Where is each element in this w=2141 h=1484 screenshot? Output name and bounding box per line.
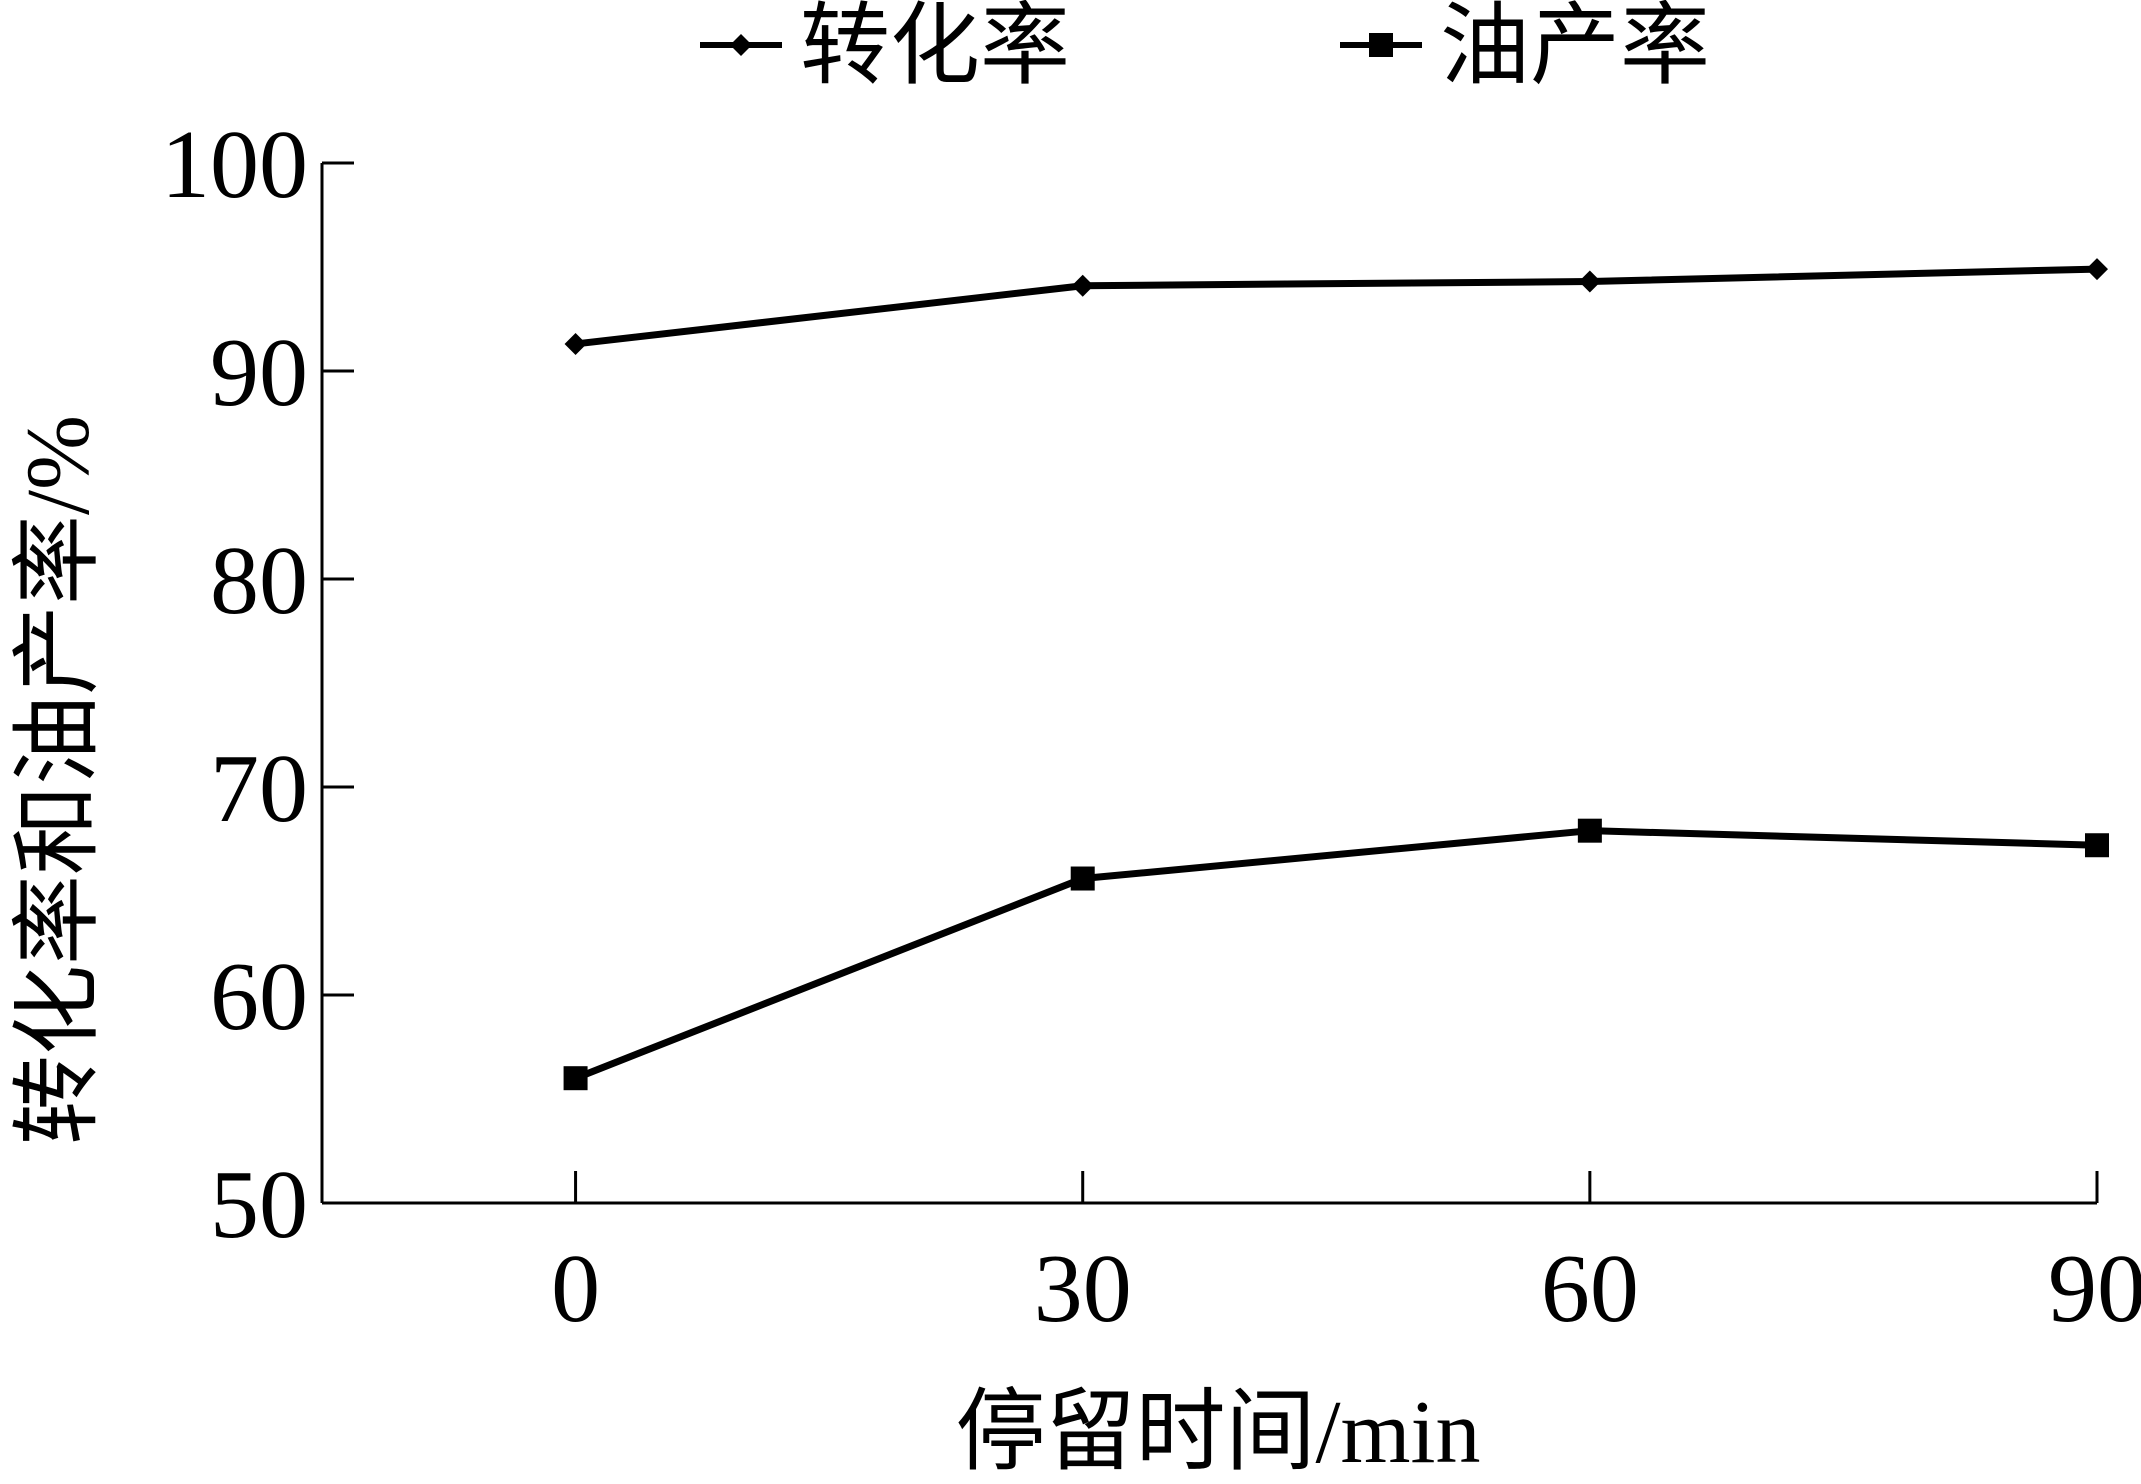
series-line [575,265,2098,348]
data-point [1070,866,1095,891]
legend-label: 油产率 [1440,0,1710,96]
data-point [1071,274,1094,297]
y-tick-label: 80 [210,527,308,635]
series-2 [563,818,2109,1091]
legend: 转化率 油产率 [700,0,1710,96]
legend-marker [730,34,752,56]
data-point [1577,818,1602,843]
axes: 50 60 70 80 90 100 0 30 60 90 [161,111,2141,1343]
data-point [2086,258,2108,281]
legend-label: 转化率 [800,0,1070,96]
series-1 [564,258,2108,355]
data-point [564,332,587,355]
y-tick-label: 50 [210,1151,308,1259]
legend-item-1: 转化率 [700,0,1070,96]
legend-item-2: 油产率 [1340,0,1710,96]
legend-marker [1369,33,1393,57]
x-axis-title: 停留时间/min [955,1383,1480,1479]
data-point [2085,833,2109,858]
series-line [574,827,2098,1082]
x-tick-label: 90 [2048,1235,2141,1343]
y-tick-label: 60 [210,943,308,1051]
data-point [563,1066,588,1091]
y-tick-label: 90 [210,319,308,427]
series-layer [563,258,2109,1091]
data-point [1578,270,1601,293]
y-tick-label: 70 [210,735,308,843]
y-axis-title: 转化率和油产率/% [9,415,108,1145]
x-tick-label: 30 [1034,1235,1132,1343]
x-tick-label: 60 [1541,1235,1639,1343]
x-tick-label: 0 [551,1235,600,1343]
y-tick-label: 100 [161,111,308,219]
